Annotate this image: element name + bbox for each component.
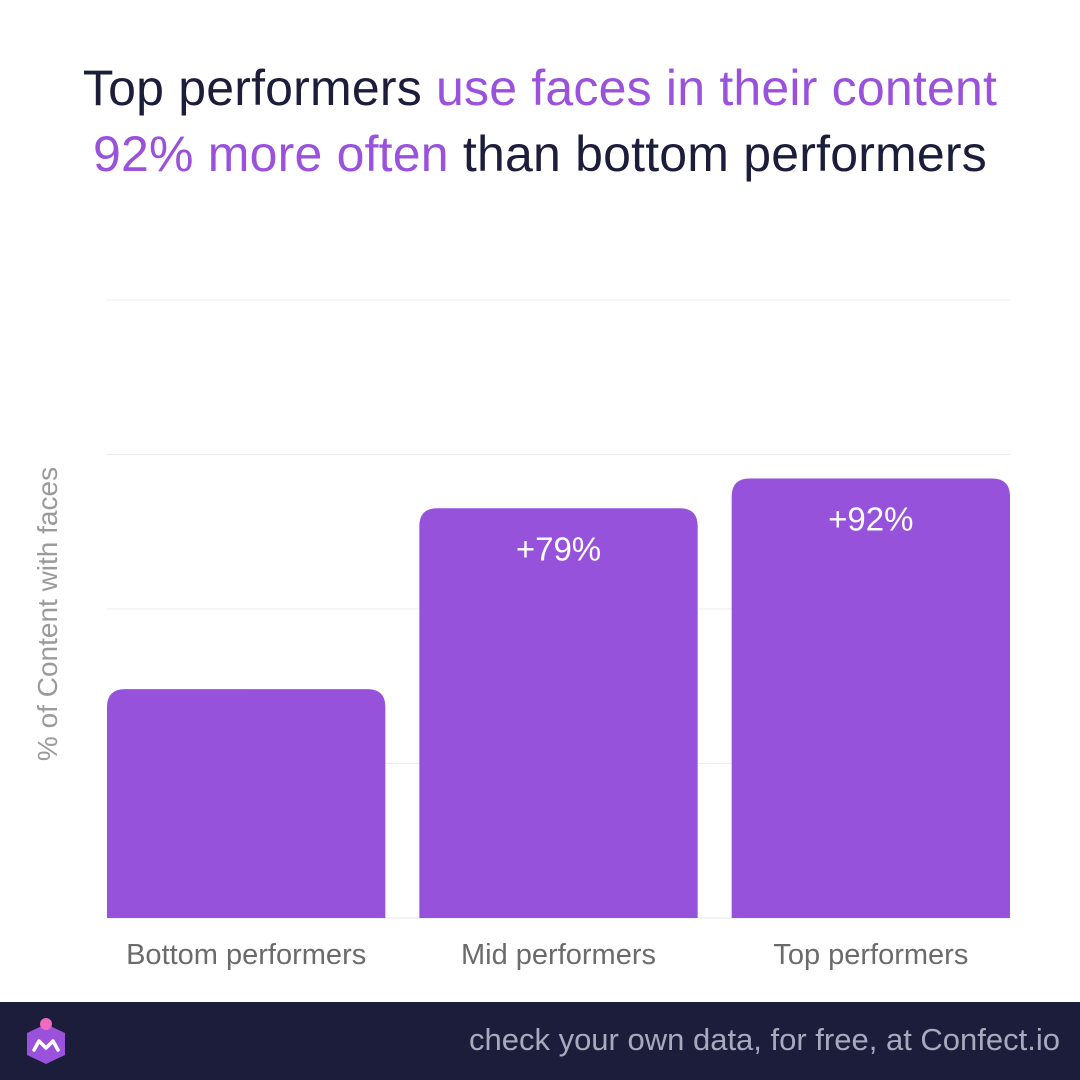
footer-cta-text: check your own data, for free, at Confec… <box>468 1022 1060 1057</box>
y-axis-label: % of Content with faces <box>32 466 63 762</box>
chart-bars <box>107 478 1010 918</box>
confect-crown-logo-icon <box>27 1018 65 1064</box>
bar-chart: +79% +92% Bottom performers Mid performers… <box>107 299 1010 971</box>
title-line-1: Top performers use faces in their conten… <box>0 55 1080 121</box>
title-line1-accent: use faces in their content <box>436 60 998 116</box>
chart-data-labels: +79% +92% <box>516 501 914 568</box>
category-label: Bottom performers <box>126 939 366 971</box>
footer-bar: check your own data, for free, at Confec… <box>0 1002 1080 1080</box>
bar-top-performers <box>731 478 1010 918</box>
title-line2-dark: than bottom performers <box>448 126 987 182</box>
category-label: Top performers <box>773 939 968 971</box>
page-title: Top performers use faces in their conten… <box>0 55 1080 187</box>
title-line2-accent: 92% more often <box>93 126 449 182</box>
title-line1-dark: Top performers <box>82 60 437 116</box>
bar-bottom-performers <box>107 689 386 918</box>
category-label: Mid performers <box>461 939 656 971</box>
data-label: +92% <box>828 501 913 538</box>
bar-mid-performers <box>419 508 698 918</box>
data-label: +79% <box>516 530 601 567</box>
title-line-2: 92% more often than bottom performers <box>0 121 1080 187</box>
chart-category-labels: Bottom performers Mid performers Top perfo… <box>126 939 968 971</box>
